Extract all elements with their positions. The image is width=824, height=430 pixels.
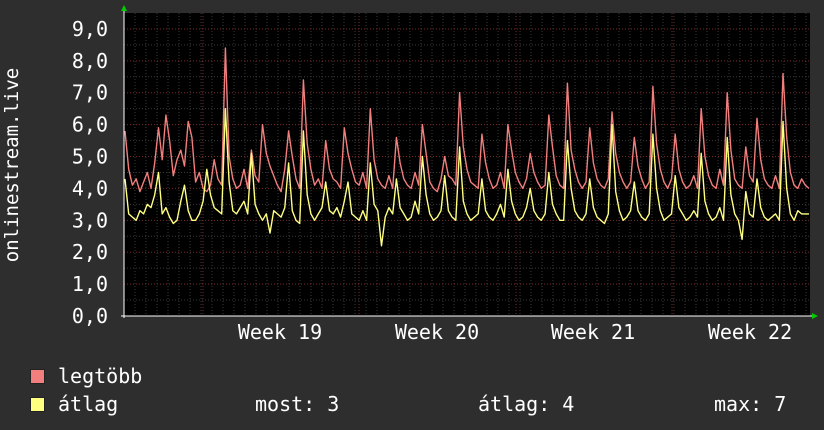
chart: 0,01,02,03,04,05,06,07,08,09,0 Week 19 We… <box>1 5 818 344</box>
series-line-atlag <box>124 107 809 247</box>
y-axis-arrow <box>121 5 127 11</box>
y-tick-label: 8,0 <box>72 49 108 73</box>
x-axis-arrow <box>812 313 818 319</box>
stat-most: most: 3 <box>255 392 340 416</box>
y-tick-label: 9,0 <box>72 17 108 41</box>
major-grid <box>124 13 810 316</box>
y-tick-label: 6,0 <box>72 113 108 137</box>
legend-swatch-atlag <box>30 397 45 412</box>
legend: legtöbb átlag most: 3 átlag: 4 max: 7 <box>0 360 824 430</box>
y-tick-label: 0,0 <box>72 304 108 328</box>
legend-swatch-legtobb <box>30 369 45 384</box>
y-ticks: 0,0 1,0 2,0 3,0 4,0 5,0 6,0 7,0 8,0 9,0 <box>72 17 108 328</box>
y-tick-label: 3,0 <box>72 208 108 232</box>
y-axis-label: onlinestream.live <box>1 68 23 262</box>
legend-label-legtobb: legtöbb <box>58 364 143 388</box>
x-ticks: Week 19 Week 20 Week 21 Week 22 <box>238 320 792 344</box>
y-tick-label: 7,0 <box>72 81 108 105</box>
y-tick-label: 2,0 <box>72 240 108 264</box>
stat-atlag: átlag: 4 <box>478 392 575 416</box>
series-line-legtobb <box>124 47 810 193</box>
stat-max: max: 7 <box>714 392 787 416</box>
y-tick-label: 5,0 <box>72 145 108 169</box>
x-tick-label: Week 21 <box>551 320 635 344</box>
x-tick-label: Week 19 <box>238 320 322 344</box>
legend-label-atlag: átlag <box>58 392 119 416</box>
series-layer <box>124 47 810 247</box>
y-tick-label: 4,0 <box>72 176 108 200</box>
minor-grid <box>124 13 810 316</box>
y-tick-label: 1,0 <box>72 272 108 296</box>
x-tick-label: Week 20 <box>395 320 479 344</box>
x-tick-label: Week 22 <box>708 320 792 344</box>
